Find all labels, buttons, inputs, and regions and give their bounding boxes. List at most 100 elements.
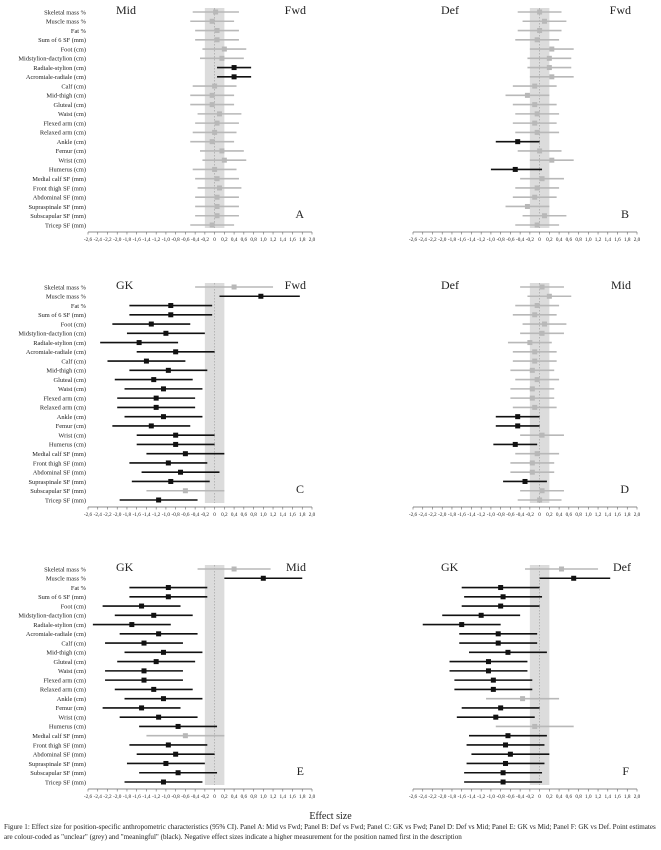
panel-d-x-tick-label: -2,0 [438,512,447,518]
panel-f-x-tick-label: -1,8 [448,794,457,800]
panel-b-point-estimate [537,148,543,154]
panel-a-x-tick-label: -0,2 [201,237,210,243]
panel-e-point-estimate [165,594,171,600]
panel-a-point-estimate [212,83,218,89]
panel-b-point-estimate [534,185,540,191]
panel-c-point-estimate [168,312,174,318]
panel-f-x-tick-label: -1,4 [467,794,476,800]
panel-e-point-estimate [129,622,135,628]
panel-a-point-estimate [212,129,218,135]
panel-c-x-tick-label: 0,6 [241,512,248,518]
panel-a-row-label: Foot (cm) [61,46,86,53]
panel-e-x-tick-label: -0,2 [201,794,210,800]
panel-c-x-tick-label: -0,2 [201,512,210,518]
panel-a-point-estimate [214,194,220,200]
panel-a-x-tick-label: -0,4 [191,237,200,243]
panel-c-point-estimate [143,358,149,364]
panel-c-x-tick-label: 0,4 [231,512,238,518]
panel-c-letter: C [296,482,304,496]
panel-f-x-tick-label: -0,8 [497,794,506,800]
panel-f-point-estimate [495,631,501,637]
panel-b-x-tick-label: 1,6 [614,237,621,243]
panel-f-x-tick-label: 0,6 [566,794,573,800]
panel-d-x-tick-label: 0,4 [556,512,563,518]
panel-a-x-tick-label: -2,2 [103,237,112,243]
panel-d-x-tick-label: -1,0 [487,512,496,518]
panel-d-point-estimate [539,330,545,336]
panel-b-point-estimate [546,65,552,71]
panel-e-x-tick-label: -1,2 [152,794,161,800]
panel-c-point-estimate [160,414,166,420]
panel-e-x-tick-label: 1,2 [270,794,277,800]
panel-e-point-estimate [163,760,169,766]
panel-a-row-label: Sum of 6 SF (mm) [38,37,86,44]
panel-f-x-tick-label: -2,0 [438,794,447,800]
panel-e-point-estimate [165,585,171,591]
panel-d-left-label: Def [441,278,459,292]
panel-c-row-label: Wrist (cm) [58,432,86,439]
panel-a-row-label: Medial calf SF (mm) [32,176,86,183]
panel-e-x-tick-label: 1,6 [289,794,296,800]
panel-e-x-tick-label: 0 [213,794,216,800]
panel-f-x-tick-label: 0,2 [546,794,553,800]
panel-b-point-estimate [539,176,545,182]
panel-e-x-tick-label: -0,8 [172,794,181,800]
panel-e-x-tick-label: -2,6 [84,794,93,800]
panel-a-trivial-band [204,8,225,228]
panel-b-x-tick-label: 0,2 [546,237,553,243]
panel-a-x-tick-label: -1,4 [142,237,151,243]
panel-f-x-tick-label: 0 [538,794,541,800]
panel-f-point-estimate [498,585,504,591]
panel-d-point-estimate [541,321,547,327]
panel-d-point-estimate [537,497,543,503]
panel-b-x-tick-label: 0 [538,237,541,243]
panel-c-point-estimate [136,340,142,346]
panel-e-row-label: Ankle (cm) [57,696,86,703]
panel-f-point-estimate [485,659,491,665]
panel-e-point-estimate [151,686,157,692]
panel-f-x-tick-label: -0,2 [526,794,535,800]
panel-d-point-estimate [529,386,535,392]
panel-f-point-estimate [490,686,496,692]
panel-a-point-estimate [219,148,225,154]
panel-c-x-tick-label: -1,6 [133,512,142,518]
panel-d-point-estimate [522,478,528,484]
panel-f-point-estimate [507,751,513,757]
panel-a-point-estimate [213,9,219,15]
panel-c-point-estimate [156,497,162,503]
panel-e-row-label: Muscle mass % [46,576,87,583]
panel-d-point-estimate [532,404,538,410]
panel-d-x-tick-label: 1,4 [605,512,612,518]
x-axis-title: Effect size [309,811,352,822]
panel-a-point-estimate [216,185,222,191]
panel-a-x-tick-label: -2,0 [113,237,122,243]
panel-c-x-tick-label: 1,2 [270,512,277,518]
panel-c-x-tick-label: 0 [213,512,216,518]
panel-a-row-label: Tricep SF (mm) [45,222,86,229]
panel-a-x-tick-label: -0,8 [172,237,181,243]
panel-c-row-label: Tricep SF (mm) [45,497,86,504]
panel-a-row-label: Supraspinale SF (mm) [28,204,86,211]
panel-a-row-label: Front thigh SF (mm) [33,185,86,192]
panel-b-x-tick-label: -2,4 [419,237,428,243]
panel-d-x-tick-label: -0,2 [526,512,535,518]
panel-c-row-label: Sum of 6 SF (mm) [38,312,86,319]
panel-d-x-tick-label: -1,2 [477,512,486,518]
panel-a-point-estimate [221,46,227,52]
panel-e-x-tick-label: 1,8 [299,794,306,800]
panel-e-x-tick-label: -0,6 [181,794,190,800]
panel-c-row-label: Midstylion-dactylion (cm) [18,331,86,338]
panel-e-point-estimate [153,659,159,665]
panel-c-point-estimate [173,432,179,438]
panel-f-x-tick-label: -2,6 [409,794,418,800]
panel-c-point-estimate [168,478,174,484]
panel-a-point-estimate [209,102,215,108]
panel-c-x-tick-label: 1,6 [289,512,296,518]
panel-a-point-estimate [214,120,220,126]
panel-d-point-estimate [539,284,545,290]
panel-f-point-estimate [500,779,506,785]
panel-a-left-label: Mid [116,3,136,17]
panel-d-x-tick-label: -0,4 [516,512,525,518]
panel-c-point-estimate [163,330,169,336]
panel-e-row-label: Supraspinale SF (mm) [28,761,86,768]
